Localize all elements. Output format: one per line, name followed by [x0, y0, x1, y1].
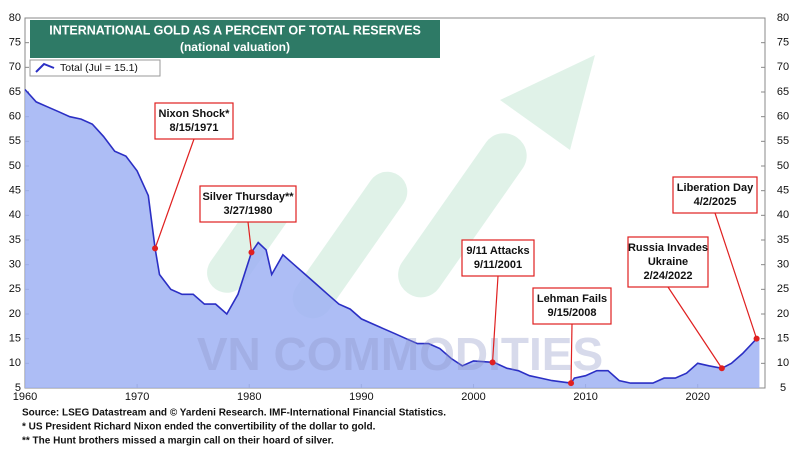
y-tick-label: 35	[9, 234, 21, 246]
x-tick-label: 1970	[125, 391, 149, 403]
annotation-text: 3/27/1980	[224, 205, 273, 217]
y2-tick-label: 5	[780, 382, 786, 394]
y-tick-label: 30	[9, 259, 21, 271]
annotation: Silver Thursday** 3/27/1980	[199, 185, 297, 256]
annotation-box	[461, 239, 535, 277]
y2-tick-label: 80	[777, 12, 789, 24]
event-marker	[489, 359, 496, 366]
x-tick-label: 1980	[237, 391, 261, 403]
x-tick-label: 2020	[685, 391, 709, 403]
annotation-text: 8/15/1971	[170, 122, 219, 134]
y2-tick-label: 10	[777, 357, 789, 369]
y-tick-label: 5	[15, 382, 21, 394]
plot-area: 5 10 15 20 25 30 35 40 45 50 55 60 65 70 75 80 5 10 15 20 25…	[9, 12, 789, 403]
annotation-text: 9/15/2008	[548, 307, 597, 319]
y-tick-label: 10	[9, 357, 21, 369]
chart-title: INTERNATIONAL GOLD AS A PERCENT OF TOTAL…	[49, 23, 421, 37]
y-tick-label: 70	[9, 61, 21, 73]
annotation: Lehman Fails 9/15/2008	[532, 287, 612, 387]
y-tick-label: 75	[9, 37, 21, 49]
legend-label: Total (Jul = 15.1)	[60, 62, 138, 74]
annotation-box	[627, 236, 709, 288]
annotation-text: 2/24/2022	[644, 270, 693, 282]
footnote: ** The Hunt brothers missed a margin cal…	[22, 436, 334, 447]
y2-tick-label: 70	[777, 61, 789, 73]
y-tick-label: 20	[9, 308, 21, 320]
annotation-leader	[247, 221, 253, 253]
y-tick-label: 80	[9, 12, 21, 24]
annotation-box	[154, 102, 234, 140]
event-marker	[718, 365, 725, 372]
y2-tick-label: 75	[777, 37, 789, 49]
y-tick-label: 65	[9, 86, 21, 98]
chart-subtitle: (national valuation)	[180, 40, 290, 54]
x-tick-label: 2000	[461, 391, 485, 403]
line	[24, 88, 760, 384]
annotation-leader	[570, 323, 573, 384]
annotation-text: 9/11/2001	[474, 259, 522, 271]
x-tick-label: 1990	[349, 391, 373, 403]
annotation-text: 9/11 Attacks	[466, 245, 529, 257]
event-marker	[152, 245, 159, 252]
annotation-text: Silver Thursday**	[202, 191, 294, 203]
annotation-text: Liberation Day	[677, 182, 754, 194]
annotation-text: Nixon Shock*	[159, 108, 231, 120]
y2-tick-label: 40	[777, 209, 789, 221]
annotation: Russia Invades Ukraine 2/24/2022	[627, 236, 725, 372]
annotation-box	[532, 287, 612, 325]
annotation-text: Ukraine	[648, 256, 688, 268]
y2-tick-label: 60	[777, 111, 789, 123]
y-tick-label: 45	[9, 185, 21, 197]
x-tick-label: 2010	[573, 391, 597, 403]
event-marker	[248, 249, 255, 256]
y-tick-label: 50	[9, 160, 21, 172]
annotation: 9/11 Attacks 9/11/2001	[461, 239, 535, 366]
y2-tick-label: 15	[777, 333, 789, 345]
annotation-text: Russia Invades	[628, 242, 708, 254]
annotation-text: 4/2/2025	[694, 196, 737, 208]
footnote: Source: LSEG Datastream and © Yardeni Re…	[22, 408, 446, 419]
annotation: Liberation Day 4/2/2025	[672, 176, 760, 342]
y-tick-label: 15	[9, 333, 21, 345]
annotation-box	[199, 185, 297, 223]
watermark: VN COMMODITIES	[197, 328, 603, 380]
y-tick-label: 60	[9, 111, 21, 123]
y2-tick-label: 55	[777, 135, 789, 147]
y2-tick-label: 50	[777, 160, 789, 172]
annotation-leader	[714, 212, 758, 339]
y-tick-label: 55	[9, 135, 21, 147]
x-tick-label: 1960	[13, 391, 37, 403]
event-marker	[568, 380, 575, 387]
y2-tick-label: 30	[777, 259, 789, 271]
annotation-text: Lehman Fails	[537, 293, 607, 305]
y-tick-label: 25	[9, 283, 21, 295]
area	[25, 89, 760, 388]
y2-tick-label: 45	[777, 185, 789, 197]
y2-tick-label: 65	[777, 86, 789, 98]
legend-swatch	[35, 62, 55, 73]
y2-tick-label: 25	[777, 283, 789, 295]
footnote: * US President Richard Nixon ended the c…	[22, 422, 376, 433]
annotation: Nixon Shock* 8/15/1971	[152, 102, 234, 252]
annotation-leader	[667, 286, 723, 369]
legend	[29, 59, 161, 77]
annotation-leader	[154, 138, 195, 249]
annotation-leader	[491, 275, 499, 363]
event-marker	[753, 335, 760, 342]
title-box	[30, 20, 440, 58]
y2-tick-label: 20	[777, 308, 789, 320]
annotation-box	[672, 176, 758, 214]
y-tick-label: 40	[9, 209, 21, 221]
y2-tick-label: 35	[777, 234, 789, 246]
